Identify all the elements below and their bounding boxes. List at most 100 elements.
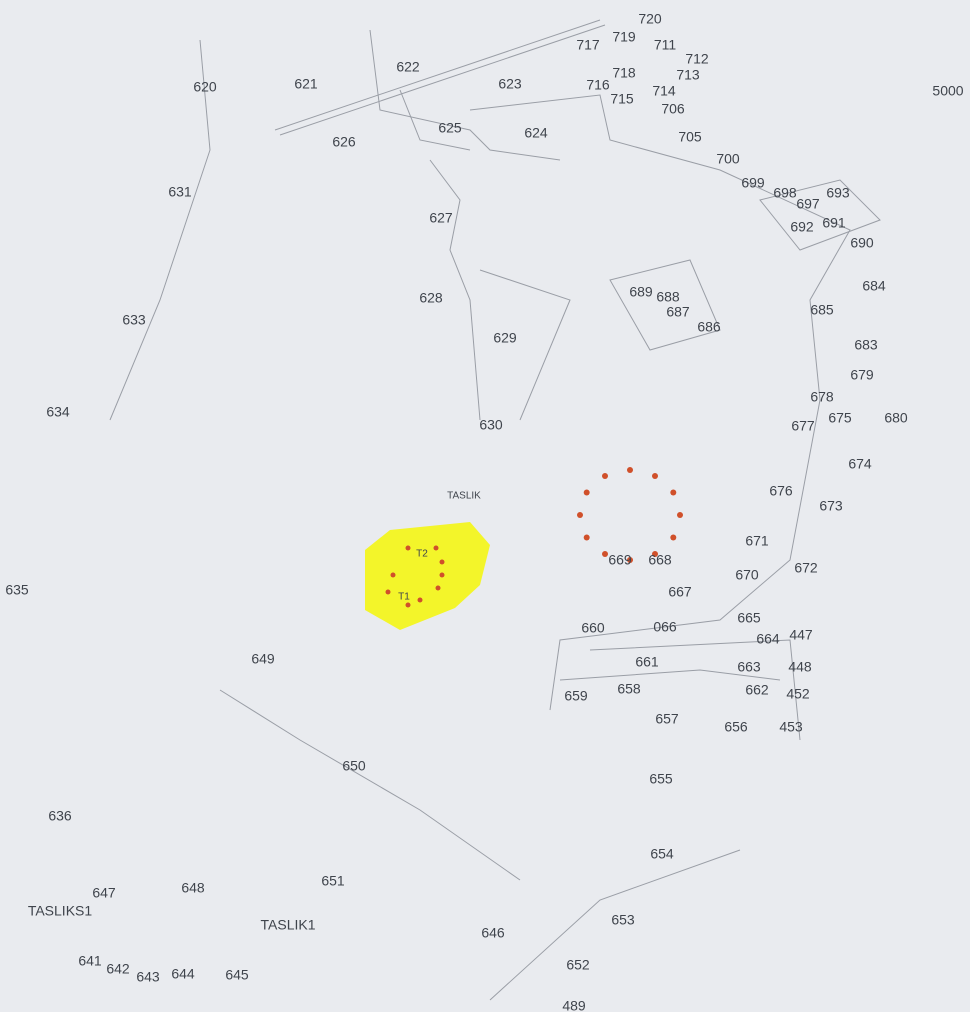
parcel-label: 677: [791, 418, 815, 434]
parcel-label: 717: [576, 37, 600, 53]
parcel-label: 711: [654, 37, 677, 53]
parcel-label: 658: [617, 681, 641, 697]
survey-point: [405, 602, 411, 608]
survey-point: [405, 545, 411, 551]
parcel-label: 634: [46, 404, 70, 420]
parcel-label: 698: [773, 185, 797, 201]
parcel-label: 713: [676, 67, 700, 83]
parcel-label: 644: [171, 966, 195, 982]
parcel-label: 688: [656, 289, 680, 305]
parcel-label: 718: [612, 65, 636, 81]
parcel-label: 692: [790, 219, 814, 235]
survey-point: [385, 589, 391, 595]
parcel-label: 624: [524, 125, 548, 141]
parcel-label: 720: [638, 11, 662, 27]
survey-point: [435, 585, 441, 591]
parcel-label: 712: [685, 51, 709, 67]
parcel-label: 631: [168, 184, 192, 200]
survey-point: [602, 473, 608, 480]
parcel-label: 656: [724, 719, 748, 735]
parcel-label: 647: [92, 885, 116, 901]
survey-point: [670, 534, 677, 541]
parcel-label: 669: [608, 552, 632, 568]
survey-point: [677, 512, 683, 518]
survey-point: [627, 557, 633, 563]
parcel-label: 699: [741, 175, 765, 191]
parcel-label: 657: [655, 711, 679, 727]
parcel-label: 672: [794, 560, 818, 576]
parcel-label: 690: [850, 235, 874, 251]
parcel-label: 667: [668, 584, 692, 600]
parcel-label: 719: [612, 29, 636, 45]
survey-point: [417, 597, 423, 603]
parcel-label: 453: [779, 719, 803, 735]
parcel-label: 654: [650, 846, 674, 862]
parcel-label: 447: [789, 627, 813, 643]
parcel-label: 673: [819, 498, 843, 514]
parcel-label: 686: [697, 319, 721, 335]
parcel-label: 671: [745, 533, 769, 549]
parcel-label: 066: [653, 619, 677, 635]
survey-point: [439, 572, 445, 578]
parcel-label: 706: [661, 101, 685, 117]
parcel-label: 697: [796, 196, 820, 212]
parcel-label: 662: [745, 682, 769, 698]
highlighted-area: [365, 522, 490, 630]
parcel-label: TASLIK1: [261, 917, 316, 933]
survey-point: [583, 489, 590, 496]
parcel-label: 705: [678, 129, 702, 145]
survey-point: [583, 534, 590, 541]
parcel-label: 664: [756, 631, 780, 647]
survey-point: [602, 550, 608, 557]
survey-point: [652, 550, 658, 557]
parcel-label: 625: [438, 120, 462, 136]
parcel-label: 652: [566, 957, 590, 973]
parcel-label: 648: [181, 880, 205, 896]
parcel-label: 714: [652, 83, 676, 99]
parcel-label: 620: [193, 79, 217, 95]
parcel-label: 678: [810, 389, 834, 405]
parcel-label: T2: [416, 549, 428, 560]
parcel-label: 655: [649, 771, 673, 787]
parcel-label: 700: [716, 151, 740, 167]
parcel-boundaries: [109, 19, 881, 1001]
parcel-label: 675: [828, 410, 852, 426]
parcel-label: 448: [788, 659, 812, 675]
parcel-label: 680: [884, 410, 908, 426]
parcel-label: 5000: [932, 83, 963, 99]
parcel-label: 628: [419, 290, 443, 306]
parcel-label: 676: [769, 483, 793, 499]
survey-point: [627, 467, 633, 473]
parcel-label: 685: [810, 302, 834, 318]
parcel-label: 665: [737, 610, 761, 626]
parcel-label: 622: [396, 59, 420, 75]
parcel-label: 687: [666, 304, 690, 320]
parcel-label: 679: [850, 367, 874, 383]
parcel-label: 693: [826, 185, 850, 201]
parcel-label: 683: [854, 337, 878, 353]
survey-point: [390, 572, 396, 578]
parcel-label: 636: [48, 808, 72, 824]
survey-point: [652, 473, 658, 480]
parcel-label: 633: [122, 312, 146, 328]
parcel-label: 691: [822, 215, 846, 231]
parcel-label: 645: [225, 967, 249, 983]
parcel-label: 452: [786, 686, 810, 702]
parcel-label: 659: [564, 688, 588, 704]
parcel-label: 716: [586, 77, 610, 93]
parcel-label: 661: [635, 654, 659, 670]
parcel-label: 629: [493, 330, 517, 346]
parcel-label: 642: [106, 961, 130, 977]
parcel-label: 651: [321, 873, 345, 889]
parcel-label: 674: [848, 456, 872, 472]
parcel-label: 715: [610, 91, 634, 107]
parcel-label: 649: [251, 651, 275, 667]
parcel-label: 650: [342, 758, 366, 774]
parcel-label: T1: [398, 592, 410, 603]
parcel-label: 643: [136, 969, 160, 985]
parcel-label: 621: [294, 76, 318, 92]
